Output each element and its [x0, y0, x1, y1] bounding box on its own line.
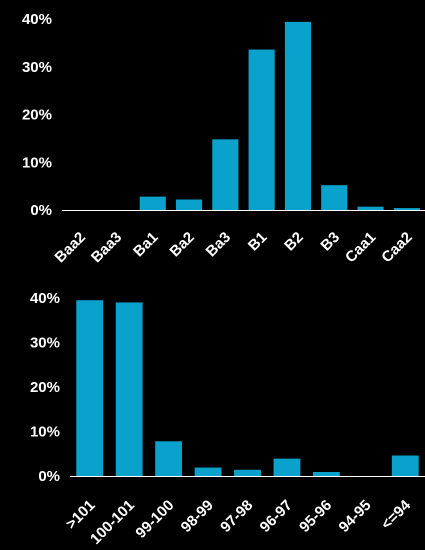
- bar: [393, 208, 420, 210]
- x-category-label: Baa3: [88, 229, 125, 266]
- x-category-label: 95-96: [296, 497, 335, 536]
- y-tick-label: 20%: [22, 107, 52, 124]
- x-category-label: 97-98: [217, 497, 256, 536]
- x-category-label: Caa1: [342, 229, 379, 266]
- bar: [234, 469, 261, 476]
- x-category-label: >101: [63, 497, 99, 533]
- bar: [321, 185, 348, 210]
- bar: [284, 21, 312, 210]
- x-category-label: 96-97: [257, 497, 296, 536]
- x-category-label: 100-101: [87, 497, 138, 548]
- bar: [273, 458, 301, 476]
- bar: [212, 139, 239, 210]
- y-tick-label: 10%: [30, 424, 60, 441]
- bar: [76, 300, 104, 476]
- y-tick-label: 40%: [30, 290, 60, 307]
- bar: [391, 455, 419, 476]
- bar: [115, 302, 143, 476]
- y-tick-label: 20%: [30, 379, 60, 396]
- x-category-label: Baa2: [52, 229, 89, 266]
- bar: [194, 467, 222, 476]
- y-tick-label: 30%: [30, 335, 60, 352]
- y-tick-label: 40%: [22, 11, 52, 28]
- x-category-label: Ba1: [130, 229, 161, 260]
- bar: [155, 441, 183, 476]
- x-category-label: Ba2: [166, 229, 197, 260]
- y-tick-label: 30%: [22, 59, 52, 76]
- x-category-label: 99-100: [132, 497, 177, 542]
- x-category-label: 94-95: [336, 497, 375, 536]
- x-category-label: 98-99: [178, 497, 217, 536]
- bar: [312, 471, 340, 476]
- x-category-label: Caa2: [378, 229, 415, 266]
- x-category-label: B2: [281, 229, 307, 255]
- bar: [139, 196, 166, 210]
- bar: [175, 199, 203, 210]
- bar: [248, 49, 275, 211]
- bar: [357, 206, 384, 210]
- y-tick-label: 0%: [38, 468, 60, 485]
- x-category-label: B3: [317, 229, 343, 255]
- x-category-label: Ba3: [203, 229, 234, 260]
- y-tick-label: 0%: [30, 202, 52, 219]
- x-category-label: <=94: [378, 496, 415, 533]
- y-tick-label: 10%: [22, 154, 52, 171]
- x-category-label: B1: [245, 229, 271, 255]
